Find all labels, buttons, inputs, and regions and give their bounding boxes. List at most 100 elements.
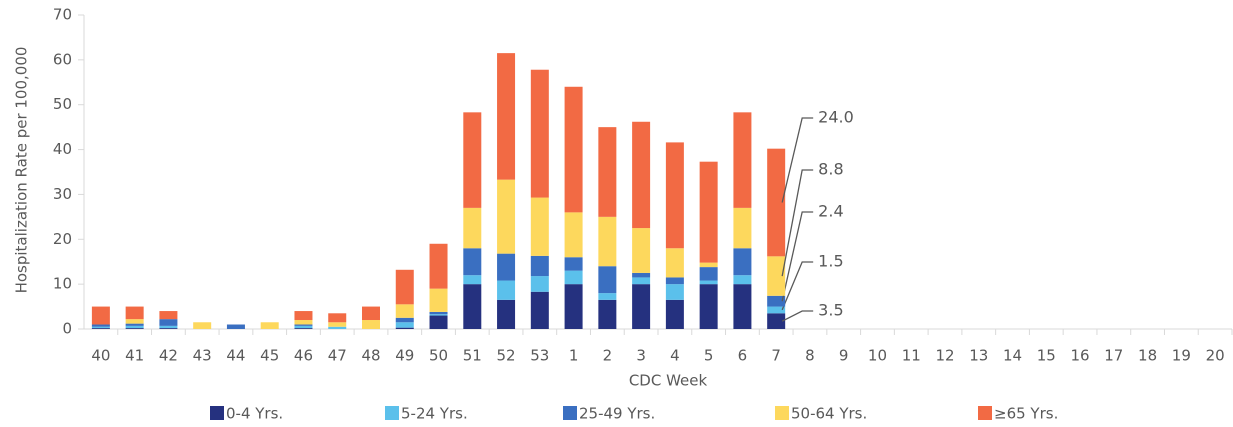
bar-segment xyxy=(159,325,178,329)
x-axis-title: CDC Week xyxy=(629,372,708,390)
x-tick-label: 43 xyxy=(193,347,212,365)
legend-swatch xyxy=(385,406,399,420)
bar-segment xyxy=(733,275,752,285)
legend-swatch xyxy=(775,406,789,420)
x-tick-label: 53 xyxy=(530,347,549,365)
bar-segment xyxy=(125,323,144,326)
bar-segment xyxy=(260,322,279,329)
bar-segment xyxy=(598,266,617,294)
y-axis-title: Hospitalization Rate per 100,000 xyxy=(13,47,31,294)
bar-segment xyxy=(463,207,482,249)
x-tick-label: 1 xyxy=(569,347,579,365)
bar-segment xyxy=(193,322,212,329)
bar-segment xyxy=(564,212,583,258)
bar-segment xyxy=(395,269,414,305)
bar-segment xyxy=(328,326,347,329)
x-tick-label: 52 xyxy=(497,347,516,365)
bar-segment xyxy=(530,291,549,329)
x-tick-label: 41 xyxy=(125,347,144,365)
bar-segment xyxy=(395,304,414,318)
bar-segment xyxy=(733,284,752,329)
x-tick-label: 8 xyxy=(805,347,815,365)
bar-segment xyxy=(91,326,110,329)
bar-segment xyxy=(699,267,718,281)
bar-segment xyxy=(632,228,651,273)
bar-segment xyxy=(294,325,313,329)
legend-label: 5-24 Yrs. xyxy=(401,405,468,423)
bar-segment xyxy=(91,306,110,325)
bar-segment xyxy=(429,243,448,289)
legend-label: ≥65 Yrs. xyxy=(994,405,1058,423)
y-tick-label: 30 xyxy=(53,185,72,203)
bar-segment xyxy=(665,299,684,329)
bar-segment xyxy=(328,322,347,327)
x-tick-label: 20 xyxy=(1206,347,1225,365)
x-tick-label: 17 xyxy=(1104,347,1123,365)
x-tick-label: 45 xyxy=(260,347,279,365)
x-tick-label: 13 xyxy=(969,347,988,365)
y-tick-label: 10 xyxy=(53,275,72,293)
bar-segment xyxy=(328,313,347,323)
value-label: 3.5 xyxy=(818,301,843,320)
bar-segment xyxy=(530,197,549,256)
leader-line xyxy=(781,169,814,277)
x-tick-label: 40 xyxy=(91,347,110,365)
bar-segment xyxy=(159,319,178,326)
x-tick-label: 42 xyxy=(159,347,178,365)
bar-segment xyxy=(294,320,313,325)
bar-segment xyxy=(395,327,414,329)
bar-segment xyxy=(294,324,313,326)
x-tick-label: 7 xyxy=(771,347,781,365)
x-tick-label: 11 xyxy=(902,347,921,365)
x-tick-label: 49 xyxy=(395,347,414,365)
bar-segment xyxy=(564,257,583,271)
bar-segment xyxy=(125,306,144,320)
bar-segment xyxy=(294,311,313,321)
bar-segment xyxy=(530,255,549,277)
bar-segment xyxy=(733,248,752,276)
legend-swatch xyxy=(978,406,992,420)
bar-segment xyxy=(733,207,752,249)
leader-line xyxy=(781,211,814,302)
bar-segment xyxy=(767,256,786,296)
leader-line xyxy=(781,310,814,322)
x-tick-label: 18 xyxy=(1138,347,1157,365)
bar-segment xyxy=(125,319,144,324)
x-tick-label: 47 xyxy=(328,347,347,365)
bar-segment xyxy=(429,315,448,329)
bar-segment xyxy=(632,277,651,285)
bar-segment xyxy=(598,293,617,300)
bar-segment xyxy=(395,317,414,323)
value-label: 2.4 xyxy=(818,202,843,221)
bar-segment xyxy=(362,320,380,329)
y-tick-label: 50 xyxy=(53,95,72,113)
bar-segment xyxy=(463,284,482,329)
bar-segment xyxy=(632,272,651,278)
x-tick-label: 12 xyxy=(935,347,954,365)
leader-line xyxy=(781,261,814,311)
x-tick-label: 2 xyxy=(603,347,613,365)
x-tick-label: 10 xyxy=(868,347,887,365)
bar-segment xyxy=(159,328,178,329)
bar-segment xyxy=(429,288,448,312)
x-tick-label: 16 xyxy=(1071,347,1090,365)
value-label: 8.8 xyxy=(818,160,843,179)
legend-swatch xyxy=(563,406,577,420)
bar-segment xyxy=(699,161,718,263)
bar-segment xyxy=(463,112,482,208)
bar-segment xyxy=(733,112,752,208)
bar-segment xyxy=(699,262,718,268)
bar-segment xyxy=(564,284,583,329)
y-tick-label: 60 xyxy=(53,50,72,68)
bar-segment xyxy=(767,148,786,257)
x-tick-label: 9 xyxy=(839,347,849,365)
bar-segment xyxy=(665,284,684,300)
bar-segment xyxy=(767,313,786,329)
bar-segment xyxy=(665,248,684,278)
x-tick-label: 44 xyxy=(226,347,245,365)
x-tick-label: 46 xyxy=(294,347,313,365)
bar-segment xyxy=(463,275,482,285)
bar-segment xyxy=(598,216,617,267)
legend-label: 25-49 Yrs. xyxy=(579,405,655,423)
bar-segment xyxy=(767,306,786,314)
